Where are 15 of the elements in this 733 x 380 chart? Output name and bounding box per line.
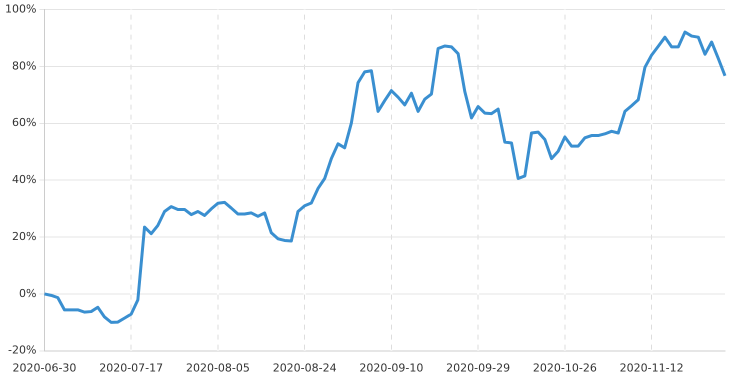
x-tick-label: 2020-09-29 <box>446 361 510 374</box>
y-tick-label: 40% <box>12 173 36 186</box>
y-tick-label: -20% <box>8 344 36 357</box>
y-tick-label: 20% <box>12 230 36 243</box>
y-tick-label: 0% <box>18 286 36 300</box>
x-tick-label: 2020-08-24 <box>272 361 337 374</box>
y-tick-label: 100% <box>4 2 36 16</box>
y-tick-label: 80% <box>12 59 36 72</box>
x-tick-label: 2020-09-10 <box>359 361 424 374</box>
x-tick-label: 2020-08-05 <box>186 361 250 374</box>
x-tick-label: 2020-11-12 <box>620 361 684 374</box>
x-tick-label: 2020-06-30 <box>12 361 76 374</box>
x-tick-label: 2020-10-26 <box>532 361 597 374</box>
y-tick-label: 60% <box>12 116 36 130</box>
x-tick-label: 2020-07-17 <box>99 361 164 374</box>
